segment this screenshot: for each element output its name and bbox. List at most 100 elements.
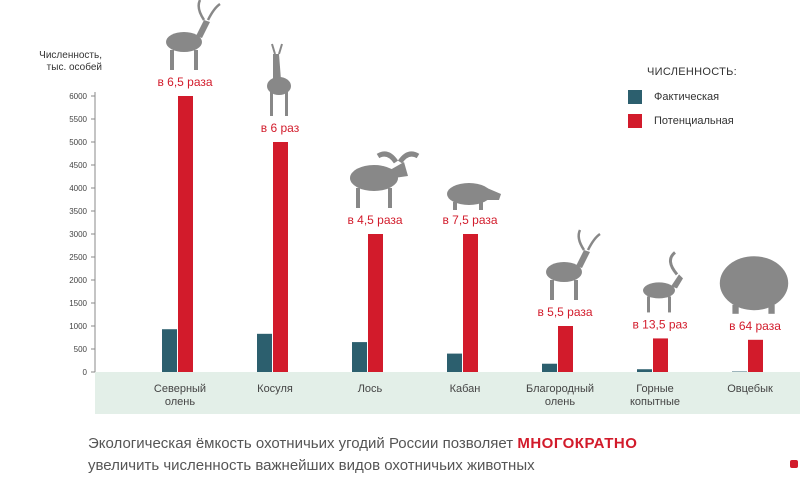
reindeer-icon-part bbox=[170, 50, 174, 70]
y-tick-label: 4500 bbox=[69, 161, 87, 170]
bar-potential bbox=[748, 339, 763, 372]
x-tick-label: олень bbox=[545, 396, 575, 408]
y-tick-label: 3000 bbox=[69, 230, 87, 239]
red-deer-icon-part bbox=[574, 280, 578, 300]
musk-ox-icon-part bbox=[719, 256, 789, 311]
red-deer-icon-part bbox=[576, 250, 590, 268]
bar-actual bbox=[637, 369, 652, 372]
x-tick-label: Овцебык bbox=[727, 383, 773, 395]
ibex-icon-part bbox=[647, 296, 650, 313]
roe-deer-icon bbox=[267, 43, 291, 116]
bar-chart: 0 500 1000 1500 2000 2500 3000 3500 4000 4500 5000… bbox=[69, 0, 800, 414]
boar-icon-part bbox=[479, 202, 483, 210]
ratio-annotation: в 5,5 раза bbox=[537, 305, 592, 319]
corner-mark bbox=[790, 460, 798, 468]
ibex-icon-part bbox=[671, 274, 683, 289]
roe-deer-icon-part bbox=[270, 92, 273, 116]
bar-actual bbox=[447, 353, 462, 372]
footer-line-2: увеличить численность важнейших видов ох… bbox=[88, 457, 535, 474]
bar-potential bbox=[178, 96, 193, 372]
bar-potential bbox=[558, 326, 573, 372]
ibex-icon bbox=[643, 251, 683, 313]
bar-actual bbox=[542, 363, 557, 372]
x-tick-label: Кабан bbox=[450, 383, 481, 395]
bar-potential bbox=[463, 234, 478, 372]
musk-ox-icon-part bbox=[732, 304, 739, 314]
y-tick-label: 0 bbox=[83, 368, 88, 377]
y-tick-label: 1000 bbox=[69, 322, 87, 331]
red-deer-icon-part bbox=[577, 229, 601, 251]
y-tick-label: 5000 bbox=[69, 138, 87, 147]
boar-icon-part bbox=[453, 202, 457, 210]
legend-swatch-potential bbox=[628, 114, 642, 128]
reindeer-icon bbox=[166, 0, 221, 70]
red-deer-icon-part bbox=[550, 280, 554, 300]
y-tick-label: 6000 bbox=[69, 92, 87, 101]
legend-item-potential: Потенциальная bbox=[628, 114, 737, 128]
footer-emphasis: МНОГОКРАТНО bbox=[517, 435, 638, 452]
y-tick-label: 5500 bbox=[69, 115, 87, 124]
ibex-icon-part bbox=[643, 282, 675, 299]
y-tick-label: 1500 bbox=[69, 299, 87, 308]
ratio-annotation: в 6 раз bbox=[261, 121, 300, 135]
ibex-icon-part bbox=[668, 296, 671, 313]
y-tick-label: 3500 bbox=[69, 207, 87, 216]
x-tick-label: Горные bbox=[636, 383, 674, 395]
y-axis-title: Численность, тыс. особей bbox=[14, 50, 102, 74]
musk-ox-icon-part bbox=[768, 304, 775, 314]
legend-swatch-actual bbox=[628, 90, 642, 104]
boar-icon-part bbox=[447, 183, 491, 205]
x-tick-label: копытные bbox=[630, 396, 680, 408]
bar-potential bbox=[368, 234, 383, 372]
x-axis-band bbox=[95, 372, 800, 414]
footer-line-1-text: Экологическая ёмкость охотничьих угодий … bbox=[88, 435, 518, 452]
reindeer-icon-part bbox=[194, 50, 198, 70]
bar-actual bbox=[162, 329, 177, 372]
legend: ЧИСЛЕННОСТЬ: Фактическая Потенциальная bbox=[628, 66, 737, 138]
y-tick-label: 2500 bbox=[69, 253, 87, 262]
legend-label-actual: Фактическая bbox=[654, 91, 720, 103]
reindeer-icon-part bbox=[196, 20, 210, 38]
boar-icon bbox=[447, 183, 501, 210]
moose-icon-part bbox=[356, 188, 360, 208]
boar-icon-part bbox=[487, 188, 501, 200]
red-deer-icon bbox=[546, 229, 601, 300]
red-deer-icon-part bbox=[546, 262, 582, 282]
x-tick-label: Лось bbox=[358, 383, 383, 395]
bar-potential bbox=[653, 338, 668, 372]
legend-label-potential: Потенциальная bbox=[654, 115, 734, 127]
musk-ox-icon bbox=[719, 244, 789, 314]
roe-deer-icon-part bbox=[285, 92, 288, 116]
ibex-icon-part bbox=[669, 251, 679, 276]
moose-icon-part bbox=[388, 188, 392, 208]
moose-icon-part bbox=[350, 165, 398, 191]
moose-icon-part bbox=[390, 162, 408, 178]
ratio-annotation: в 6,5 раза bbox=[157, 75, 212, 89]
bar-potential bbox=[273, 142, 288, 372]
musk-ox-icon-part bbox=[723, 244, 732, 263]
ratio-annotation: в 4,5 раза bbox=[347, 213, 402, 227]
x-tick-label: Косуля bbox=[257, 383, 293, 395]
ratio-annotation: в 7,5 раза bbox=[442, 213, 497, 227]
roe-deer-icon-part bbox=[271, 43, 283, 55]
bar-actual bbox=[352, 342, 367, 372]
roe-deer-icon-part bbox=[273, 54, 281, 80]
ratio-annotation: в 13,5 раз bbox=[632, 317, 688, 331]
x-tick-label: Северный bbox=[154, 383, 206, 395]
bar-actual bbox=[257, 333, 272, 372]
ratio-annotation: в 64 раза bbox=[729, 319, 781, 333]
y-axis-title-line1: Численность, bbox=[39, 50, 102, 61]
reindeer-icon-part bbox=[197, 0, 221, 21]
x-tick-label: Благородный bbox=[526, 383, 594, 395]
moose-icon-part bbox=[376, 151, 420, 164]
roe-deer-icon-part bbox=[267, 77, 291, 95]
legend-item-actual: Фактическая bbox=[628, 90, 737, 104]
reindeer-icon-part bbox=[166, 32, 202, 52]
y-tick-label: 500 bbox=[74, 345, 88, 354]
y-axis-title-line2: тыс. особей bbox=[46, 62, 102, 73]
moose-icon bbox=[350, 151, 420, 208]
y-tick-label: 4000 bbox=[69, 184, 87, 193]
y-tick-label: 2000 bbox=[69, 276, 87, 285]
legend-title: ЧИСЛЕННОСТЬ: bbox=[647, 66, 737, 78]
footer-line-1: Экологическая ёмкость охотничьих угодий … bbox=[88, 433, 637, 455]
